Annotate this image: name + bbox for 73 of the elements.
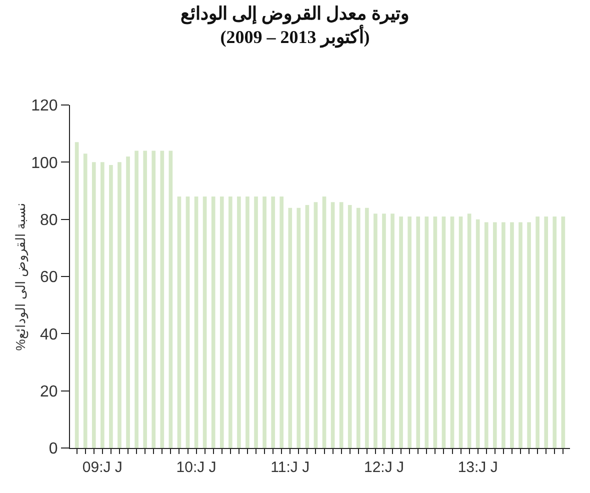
- chart-subtitle: (2009 – أكتوبر 2013): [220, 25, 370, 48]
- bar: [143, 150, 148, 448]
- bar: [382, 214, 386, 448]
- bar: [126, 156, 130, 448]
- bar: [476, 219, 480, 448]
- y-tick-label: 60: [40, 269, 58, 286]
- bar: [262, 196, 266, 448]
- bar: [74, 142, 79, 448]
- bar: [365, 208, 369, 448]
- bar: [374, 214, 378, 448]
- bar: [484, 222, 488, 448]
- bar: [442, 216, 446, 448]
- bar: [492, 222, 497, 448]
- bar: [536, 216, 540, 448]
- x-tick-label: 13:J J: [458, 459, 498, 476]
- bar: [330, 202, 335, 448]
- bar: [518, 222, 522, 448]
- bar: [502, 222, 506, 448]
- bar: [118, 162, 122, 448]
- bar: [305, 205, 310, 448]
- bar: [246, 196, 250, 448]
- bar: [339, 202, 344, 448]
- bar: [271, 196, 275, 448]
- bar: [177, 196, 182, 448]
- bar: [109, 165, 113, 448]
- y-tick-label: 120: [31, 98, 58, 115]
- bar: [220, 196, 224, 448]
- bar: [399, 216, 403, 448]
- bar: [254, 196, 258, 448]
- bar: [160, 150, 164, 448]
- bar: [348, 205, 352, 448]
- bar: [186, 196, 190, 448]
- bar: [194, 196, 198, 448]
- y-tick-label: 80: [40, 212, 58, 229]
- bar: [237, 196, 241, 448]
- bar: [322, 196, 326, 448]
- bar: [544, 216, 548, 448]
- bar: [408, 216, 412, 448]
- x-tick-label: 10:J J: [176, 459, 216, 476]
- bar: [314, 202, 318, 448]
- bar: [527, 222, 531, 448]
- y-tick-label: 100: [31, 154, 58, 172]
- bar: [134, 150, 138, 448]
- y-tick-label: 0: [48, 440, 58, 458]
- bar: [168, 150, 173, 448]
- bar: [458, 216, 463, 448]
- bar: [100, 162, 104, 448]
- bar: [390, 214, 394, 448]
- y-tick-label: 20: [40, 383, 58, 400]
- bar: [510, 222, 514, 448]
- bar: [92, 162, 96, 448]
- bar: [552, 216, 557, 448]
- bar: [561, 216, 566, 448]
- y-tick-label: 40: [40, 326, 58, 344]
- bar: [152, 150, 156, 448]
- bar: [288, 208, 292, 448]
- x-tick-label: 11:J J: [270, 459, 310, 476]
- bar: [202, 196, 207, 448]
- bar: [211, 196, 216, 448]
- bar: [228, 196, 232, 448]
- bar: [433, 216, 438, 448]
- chart-title: وتيرة معدل القروض إلى الودائع: [180, 4, 410, 25]
- bar: [356, 208, 360, 448]
- y-axis-title: %نسبة القروض الى الودائع: [13, 202, 30, 351]
- bar: [296, 208, 301, 448]
- bar: [450, 216, 454, 448]
- bar: [83, 154, 88, 448]
- x-tick-label: 09:J J: [82, 459, 122, 476]
- bar: [424, 216, 429, 448]
- bar: [416, 216, 420, 448]
- bar: [280, 196, 284, 448]
- bar: [467, 214, 472, 448]
- x-tick-label: 12:J J: [364, 459, 404, 476]
